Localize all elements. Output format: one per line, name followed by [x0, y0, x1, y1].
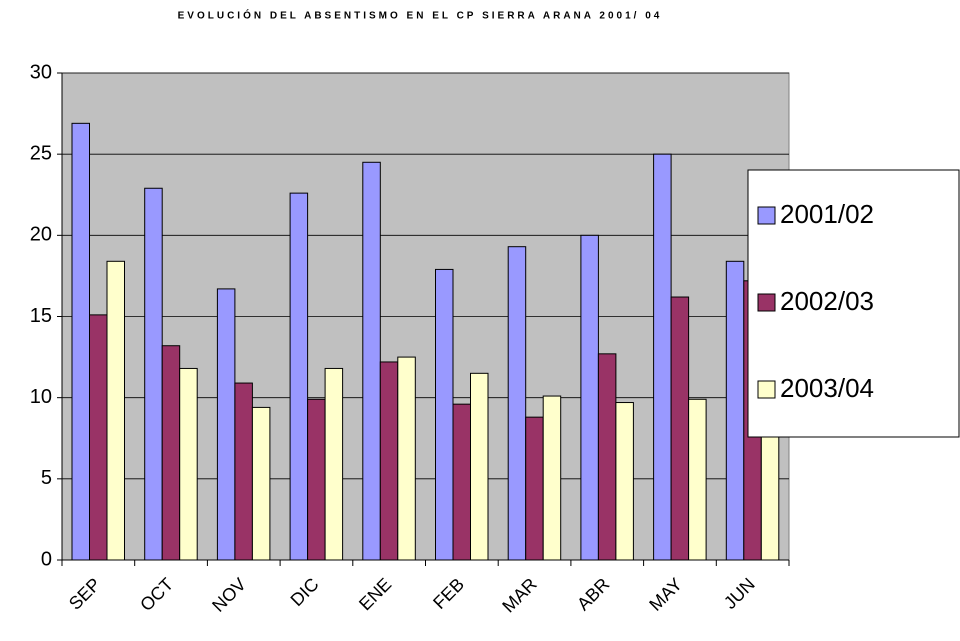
- x-tick-label: MAY: [645, 574, 686, 615]
- x-tick-label: OCT: [136, 574, 177, 615]
- bar: [597, 353, 617, 561]
- legend-label: 2002/03: [780, 286, 874, 316]
- bar: [71, 122, 90, 561]
- bar: [688, 398, 707, 561]
- bar: [307, 398, 326, 561]
- bar: [379, 361, 399, 561]
- bar: [615, 402, 634, 561]
- y-tick-label: 15: [30, 305, 52, 327]
- bar: [161, 345, 181, 561]
- bar: [106, 260, 125, 561]
- x-tick-label: DIC: [287, 574, 323, 610]
- legend-label: 2003/04: [780, 373, 874, 403]
- x-tick-label: SEP: [65, 574, 105, 614]
- bar: [580, 234, 599, 561]
- bar: [542, 395, 562, 561]
- bar: [234, 382, 253, 561]
- bar: [144, 187, 163, 561]
- legend-swatch: [757, 380, 776, 399]
- bar: [725, 260, 745, 561]
- bar: [507, 246, 527, 561]
- x-tick-label: MAR: [498, 574, 540, 616]
- legend-swatch: [757, 293, 776, 312]
- bar: [470, 372, 489, 561]
- bar: [216, 288, 236, 561]
- x-tick-label: FEB: [429, 574, 468, 613]
- bar: [397, 356, 416, 561]
- y-tick-label: 20: [30, 224, 52, 246]
- bar: [435, 268, 454, 561]
- bar: [179, 367, 198, 561]
- y-tick-label: 0: [41, 548, 52, 570]
- y-tick-label: 10: [30, 386, 52, 408]
- y-tick-label: 30: [30, 61, 52, 83]
- x-tick-label: NOV: [208, 574, 250, 616]
- bar: [670, 296, 690, 561]
- bar: [89, 314, 108, 561]
- bar: [525, 416, 544, 561]
- y-tick-label: 25: [30, 142, 52, 164]
- bar: [251, 406, 271, 561]
- x-tick-label: ABR: [573, 574, 613, 614]
- bar: [289, 192, 309, 561]
- legend-label: 2001/02: [780, 199, 874, 229]
- chart-title: EVOLUCIÓN DEL ABSENTISMO EN EL CP SIERRA…: [178, 9, 663, 22]
- bar: [362, 161, 381, 561]
- bar: [452, 403, 471, 561]
- bar: [324, 367, 344, 561]
- bar: [653, 153, 672, 561]
- x-tick-label: JUN: [720, 574, 759, 613]
- y-tick-label: 5: [41, 467, 52, 489]
- legend-box: [747, 169, 960, 438]
- legend-swatch: [757, 206, 776, 225]
- x-tick-label: ENE: [355, 574, 395, 614]
